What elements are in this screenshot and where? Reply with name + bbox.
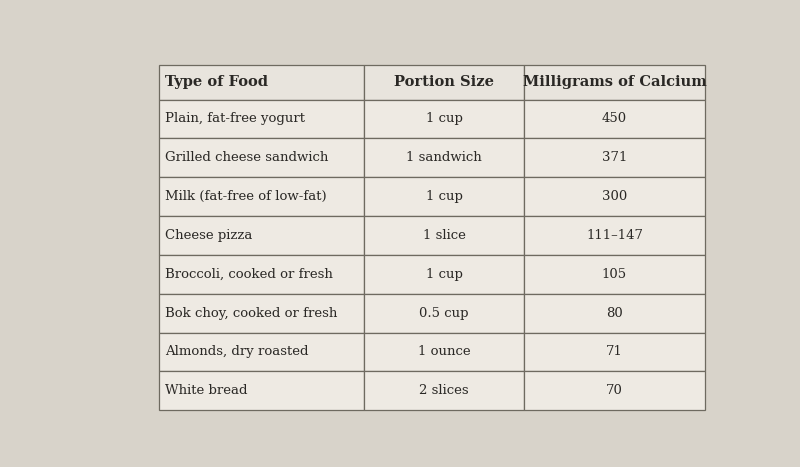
Bar	[525, 371, 705, 410]
Bar	[363, 65, 525, 99]
Text: Milligrams of Calcium: Milligrams of Calcium	[522, 75, 706, 89]
Text: Bok choy, cooked or fresh: Bok choy, cooked or fresh	[165, 307, 338, 319]
Text: 1 cup: 1 cup	[426, 190, 462, 203]
Text: Milk (fat-free of low-fat): Milk (fat-free of low-fat)	[165, 190, 326, 203]
Text: 1 slice: 1 slice	[422, 229, 466, 242]
Text: 1 cup: 1 cup	[426, 268, 462, 281]
Bar	[525, 333, 705, 371]
Text: White bread: White bread	[165, 384, 248, 397]
Bar	[525, 216, 705, 255]
Bar	[363, 255, 525, 294]
Bar	[525, 65, 705, 99]
Text: Grilled cheese sandwich: Grilled cheese sandwich	[165, 151, 329, 164]
Bar	[159, 371, 363, 410]
Bar	[363, 216, 525, 255]
Text: Plain, fat-free yogurt: Plain, fat-free yogurt	[165, 113, 305, 126]
Text: 1 cup: 1 cup	[426, 113, 462, 126]
Bar	[159, 294, 363, 333]
Bar	[363, 138, 525, 177]
Text: 71: 71	[606, 346, 623, 359]
Text: Broccoli, cooked or fresh: Broccoli, cooked or fresh	[165, 268, 333, 281]
Text: 2 slices: 2 slices	[419, 384, 469, 397]
Bar	[525, 177, 705, 216]
Text: 300: 300	[602, 190, 627, 203]
Text: 105: 105	[602, 268, 627, 281]
Bar	[363, 99, 525, 138]
Bar	[525, 138, 705, 177]
Text: 1 sandwich: 1 sandwich	[406, 151, 482, 164]
Bar	[525, 294, 705, 333]
Bar	[159, 333, 363, 371]
Text: 450: 450	[602, 113, 627, 126]
Bar	[159, 177, 363, 216]
Bar	[159, 216, 363, 255]
Text: Type of Food: Type of Food	[165, 75, 268, 89]
Bar	[363, 177, 525, 216]
Text: Cheese pizza: Cheese pizza	[165, 229, 253, 242]
Bar	[525, 99, 705, 138]
Text: Portion Size: Portion Size	[394, 75, 494, 89]
Text: 70: 70	[606, 384, 623, 397]
Text: 1 ounce: 1 ounce	[418, 346, 470, 359]
Bar	[363, 333, 525, 371]
Text: Almonds, dry roasted: Almonds, dry roasted	[165, 346, 309, 359]
Text: 371: 371	[602, 151, 627, 164]
Bar	[159, 99, 363, 138]
Text: 0.5 cup: 0.5 cup	[419, 307, 469, 319]
Bar	[159, 138, 363, 177]
Bar	[159, 255, 363, 294]
Text: 80: 80	[606, 307, 623, 319]
Bar	[525, 255, 705, 294]
Bar	[363, 294, 525, 333]
Bar	[159, 65, 363, 99]
Bar	[363, 371, 525, 410]
Text: 111–147: 111–147	[586, 229, 643, 242]
